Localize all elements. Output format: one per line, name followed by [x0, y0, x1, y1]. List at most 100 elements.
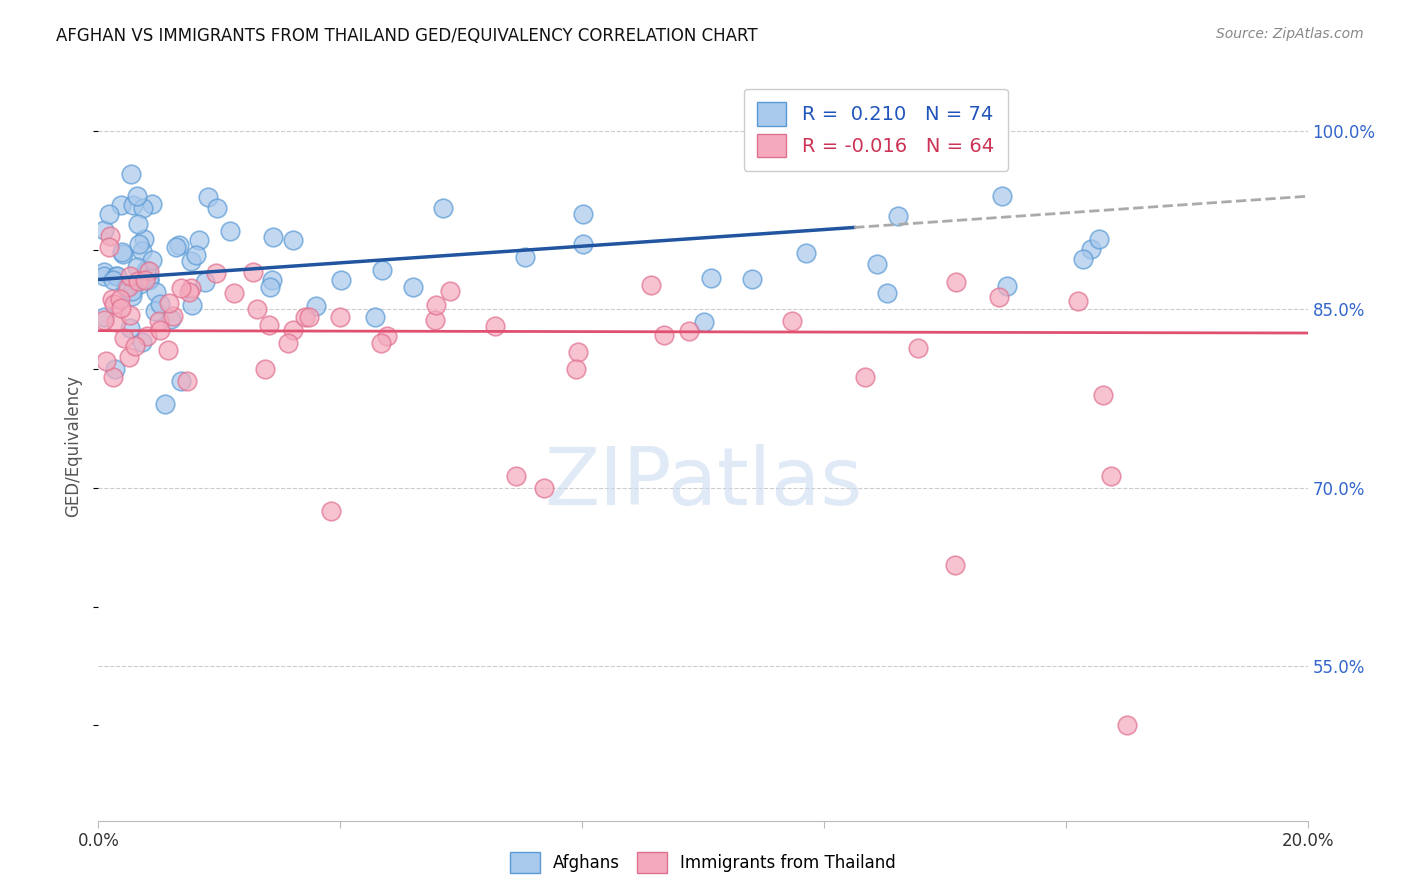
- Point: [262, 230, 284, 244]
- Point: [101, 272, 124, 286]
- Point: [425, 297, 447, 311]
- Point: [678, 324, 700, 338]
- Point: [104, 361, 127, 376]
- Point: [148, 313, 170, 327]
- Point: [100, 293, 122, 307]
- Point: [121, 285, 143, 299]
- Text: Source: ZipAtlas.com: Source: ZipAtlas.com: [1216, 27, 1364, 41]
- Point: [700, 271, 723, 285]
- Point: [170, 281, 193, 295]
- Point: [693, 315, 716, 329]
- Point: [219, 224, 242, 238]
- Point: [1071, 252, 1094, 267]
- Point: [138, 273, 160, 287]
- Point: [149, 296, 172, 310]
- Point: [141, 252, 163, 267]
- Point: [572, 237, 595, 252]
- Point: [180, 281, 202, 295]
- Point: [259, 279, 281, 293]
- Point: [134, 263, 156, 277]
- Point: [180, 298, 202, 312]
- Point: [117, 279, 139, 293]
- Point: [246, 302, 269, 317]
- Point: [780, 314, 803, 328]
- Point: [887, 209, 910, 223]
- Point: [294, 310, 316, 325]
- Point: [112, 247, 135, 261]
- Point: [93, 223, 115, 237]
- Point: [1115, 718, 1137, 732]
- Point: [127, 217, 149, 231]
- Point: [262, 273, 284, 287]
- Point: [222, 285, 245, 300]
- Point: [990, 189, 1012, 203]
- Point: [988, 290, 1011, 304]
- Point: [159, 296, 181, 310]
- Point: [197, 190, 219, 204]
- Point: [205, 201, 228, 215]
- Point: [104, 268, 127, 283]
- Point: [180, 254, 202, 268]
- Point: [254, 362, 277, 376]
- Point: [432, 201, 454, 215]
- Point: [98, 240, 121, 254]
- Point: [124, 339, 146, 353]
- Point: [741, 272, 763, 286]
- Legend: R =  0.210   N = 74, R = -0.016   N = 64: R = 0.210 N = 74, R = -0.016 N = 64: [744, 88, 1008, 171]
- Point: [370, 336, 392, 351]
- Point: [305, 299, 328, 313]
- Text: ZIPatlas: ZIPatlas: [544, 444, 862, 523]
- Point: [112, 331, 135, 345]
- Point: [145, 285, 167, 300]
- Point: [277, 335, 299, 350]
- Point: [149, 323, 172, 337]
- Point: [93, 265, 115, 279]
- Point: [114, 280, 136, 294]
- Point: [995, 279, 1018, 293]
- Point: [1087, 232, 1109, 246]
- Point: [179, 285, 201, 300]
- Point: [945, 558, 967, 572]
- Point: [118, 268, 141, 283]
- Point: [298, 310, 321, 324]
- Point: [876, 285, 898, 300]
- Point: [319, 504, 342, 518]
- Point: [439, 284, 461, 298]
- Point: [188, 233, 211, 247]
- Point: [121, 167, 143, 181]
- Point: [107, 268, 129, 283]
- Point: [127, 274, 149, 288]
- Point: [564, 362, 586, 376]
- Point: [176, 374, 198, 388]
- Point: [907, 341, 929, 355]
- Point: [94, 353, 117, 368]
- Point: [127, 260, 149, 274]
- Point: [93, 269, 115, 284]
- Point: [121, 288, 143, 302]
- Point: [281, 323, 304, 337]
- Point: [120, 309, 142, 323]
- Point: [128, 237, 150, 252]
- Point: [118, 320, 141, 334]
- Point: [110, 198, 132, 212]
- Point: [129, 277, 152, 291]
- Point: [138, 272, 160, 286]
- Point: [1092, 388, 1115, 402]
- Point: [170, 374, 193, 388]
- Point: [131, 334, 153, 349]
- Point: [853, 370, 876, 384]
- Point: [134, 273, 156, 287]
- Point: [108, 292, 131, 306]
- Point: [111, 245, 134, 260]
- Point: [945, 275, 967, 289]
- Point: [866, 257, 889, 271]
- Point: [97, 206, 120, 220]
- Point: [364, 310, 387, 325]
- Point: [484, 319, 506, 334]
- Point: [371, 263, 394, 277]
- Point: [330, 273, 353, 287]
- Point: [423, 313, 446, 327]
- Point: [125, 189, 148, 203]
- Text: AFGHAN VS IMMIGRANTS FROM THAILAND GED/EQUIVALENCY CORRELATION CHART: AFGHAN VS IMMIGRANTS FROM THAILAND GED/E…: [56, 27, 758, 45]
- Point: [505, 468, 527, 483]
